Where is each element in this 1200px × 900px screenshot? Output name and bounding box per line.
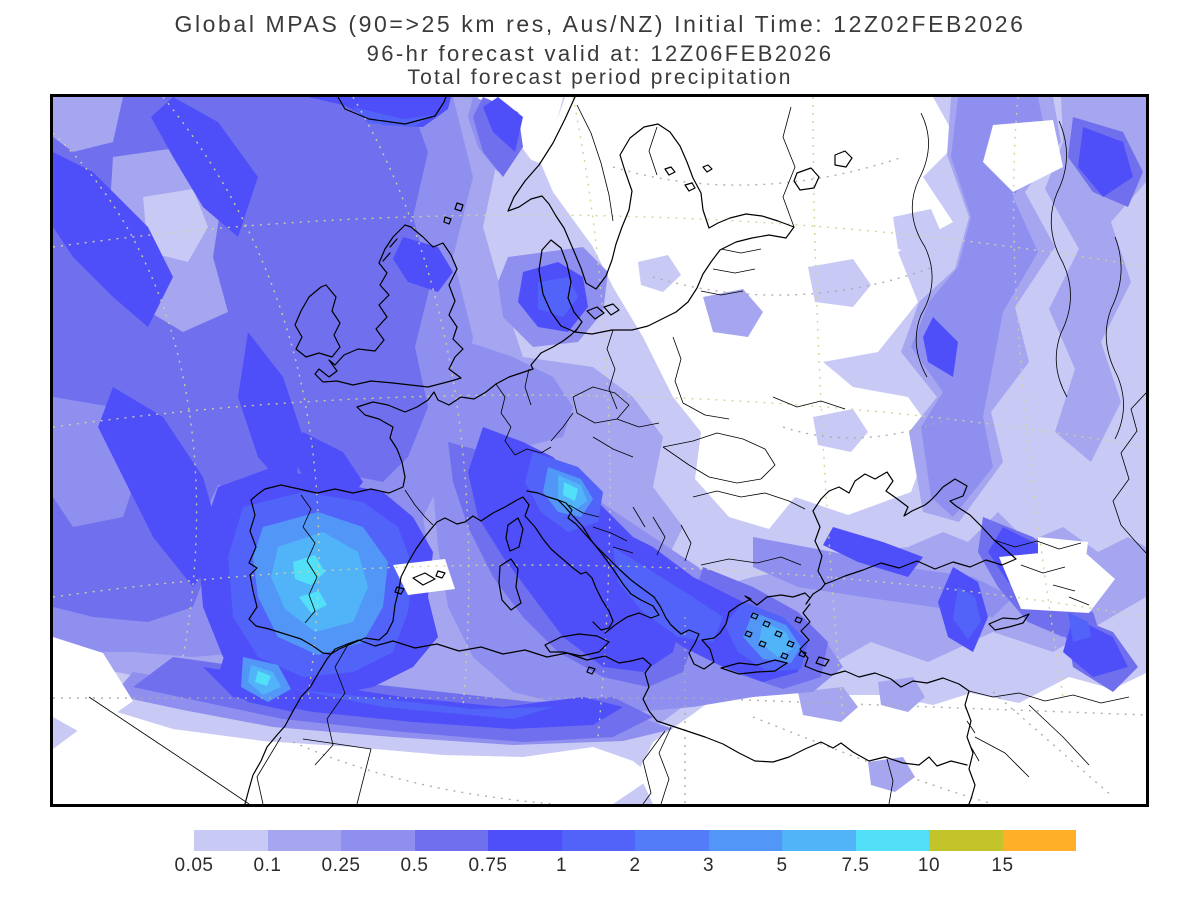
legend-tick-label: 1 (555, 855, 568, 876)
legend-color-cell (194, 830, 268, 851)
map-title-line3: Total forecast period precipitation (407, 66, 793, 89)
forecast-map (53, 97, 1146, 804)
legend-color-cell (561, 830, 635, 851)
legend-tick-label: 0.1 (253, 855, 282, 876)
legend-tick-label: 0.25 (321, 855, 361, 876)
legend-color-cell (782, 830, 856, 851)
white-pocket-layer (53, 120, 1115, 735)
legend-tick-label: 7.5 (841, 855, 870, 876)
legend-tick-label: 15 (991, 855, 1014, 876)
legend-color-cell (929, 830, 1003, 851)
legend-color-cell (855, 830, 929, 851)
legend-tick-label: 0.5 (400, 855, 429, 876)
legend-color-cell (267, 830, 341, 851)
coastline-layer (244, 97, 1030, 804)
legend-tick-label: 2 (629, 855, 641, 876)
legend-tick-label: 0.05 (174, 855, 214, 876)
legend-color-cell (341, 830, 415, 851)
map-title-line1: Global MPAS (90=>25 km res, Aus/NZ) Init… (174, 11, 1026, 37)
border-line-layer (88, 104, 1146, 804)
forecast-map-frame (50, 94, 1149, 807)
legend-tick-label: 5 (776, 855, 788, 876)
legend-tick-label: 0.75 (468, 855, 508, 876)
legend-color-cell (708, 830, 782, 851)
precip-fill-layer (53, 97, 1146, 792)
map-title-line2: 96-hr forecast valid at: 12Z06FEB2026 (366, 41, 834, 66)
legend-tick-label: 3 (702, 855, 715, 876)
legend-tick-label: 10 (917, 855, 941, 876)
legend-color-cell (1002, 830, 1076, 851)
legend-color-cell (488, 830, 562, 851)
legend-color-cell (635, 830, 709, 851)
legend-color-cell (414, 830, 488, 851)
graticule-layer (53, 97, 1146, 804)
